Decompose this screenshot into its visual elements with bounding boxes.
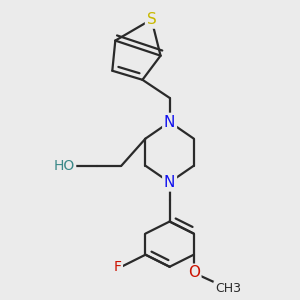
Text: N: N <box>164 115 175 130</box>
Text: CH3: CH3 <box>215 283 241 296</box>
Text: S: S <box>147 12 156 27</box>
Text: F: F <box>113 260 122 274</box>
Text: O: O <box>188 265 200 280</box>
Text: HO: HO <box>53 159 75 173</box>
Text: N: N <box>164 175 175 190</box>
